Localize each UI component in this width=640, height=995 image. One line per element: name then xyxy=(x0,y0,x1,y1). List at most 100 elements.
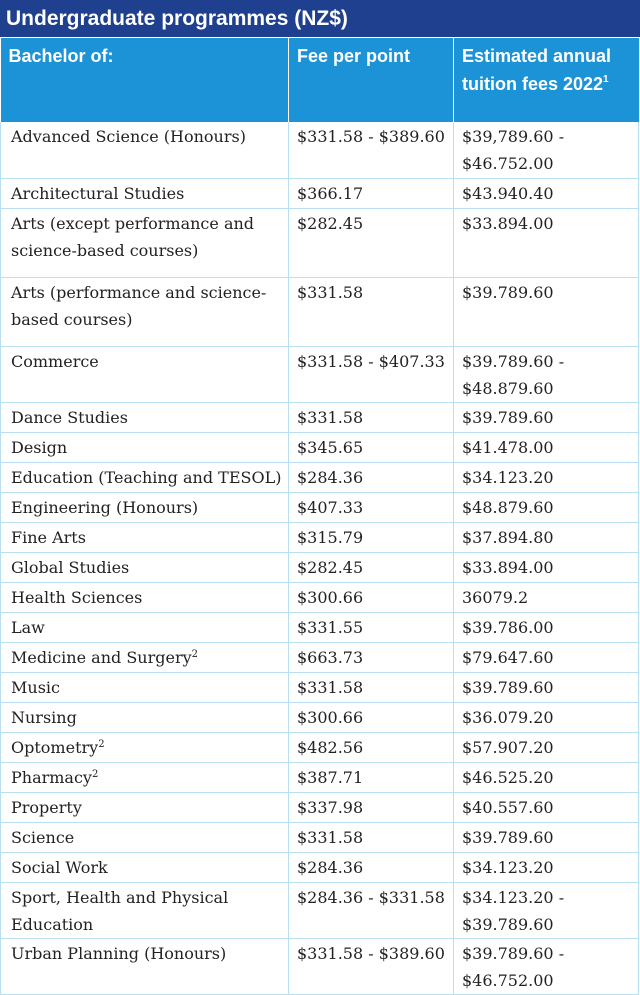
table-row: Pharmacy2 $387.71 $46.525.20 xyxy=(0,762,639,793)
header-bachelor-of: Bachelor of: xyxy=(0,38,289,122)
annual-fee-cell: $46.525.20 xyxy=(453,762,639,793)
annual-fee-cell: $39.789.60 xyxy=(453,402,639,433)
annual-fee-cell: $36.079.20 xyxy=(453,702,639,733)
fees-table: Bachelor of: Fee per point Estimated ann… xyxy=(0,38,639,995)
programme-cell: Architectural Studies xyxy=(0,178,289,209)
programme-cell: Commerce xyxy=(0,346,289,403)
programme-cell: Arts (performance and science-based cour… xyxy=(0,277,289,347)
programme-name: Pharmacy xyxy=(11,767,92,787)
annual-fee-cell: $34.123.20 - $39.789.60 xyxy=(453,882,639,939)
programme-name: Property xyxy=(11,797,82,817)
table-row: Commerce $331.58 - $407.33 $39.789.60 - $4… xyxy=(0,346,639,403)
table-row: Optometry2 $482.56 $57.907.20 xyxy=(0,732,639,763)
table-row: Nursing $300.66 $36.079.20 xyxy=(0,702,639,733)
programme-cell: Property xyxy=(0,792,289,823)
fee-per-point-cell: $331.58 xyxy=(288,822,454,853)
table-row: Arts (performance and science-based cour… xyxy=(0,277,639,347)
fee-per-point-cell: $300.66 xyxy=(288,582,454,613)
fee-per-point-cell: $300.66 xyxy=(288,702,454,733)
fee-per-point-cell: $331.58 - $389.60 xyxy=(288,938,454,995)
annual-fee-cell: $39,789.60 - $46.752.00 xyxy=(453,122,639,179)
table-row: Science $331.58 $39.789.60 xyxy=(0,822,639,853)
programme-cell: Science xyxy=(0,822,289,853)
fee-per-point-cell: $331.58 xyxy=(288,672,454,703)
programme-cell: Urban Planning (Honours) xyxy=(0,938,289,995)
table-row: Fine Arts $315.79 $37.894.80 xyxy=(0,522,639,553)
annual-fee-cell: $33.894.00 xyxy=(453,552,639,583)
footnote-marker: 1 xyxy=(603,74,609,85)
programme-cell: Law xyxy=(0,612,289,643)
fee-per-point-cell: $407.33 xyxy=(288,492,454,523)
programme-name: Education (Teaching and TESOL) xyxy=(11,467,282,487)
programme-name: Medicine and Surgery xyxy=(11,647,192,667)
fee-per-point-cell: $331.55 xyxy=(288,612,454,643)
programme-name: Arts (except performance and science-bas… xyxy=(11,213,255,260)
table-row: Urban Planning (Honours) $331.58 - $389.6… xyxy=(0,938,639,995)
table-row: Law $331.55 $39.786.00 xyxy=(0,612,639,643)
programme-cell: Fine Arts xyxy=(0,522,289,553)
table-row: Dance Studies $331.58 $39.789.60 xyxy=(0,402,639,433)
table-row: Engineering (Honours) $407.33 $48.879.60 xyxy=(0,492,639,523)
programme-cell: Music xyxy=(0,672,289,703)
programme-name: Fine Arts xyxy=(11,527,86,547)
programme-cell: Engineering (Honours) xyxy=(0,492,289,523)
table-row: Property $337.98 $40.557.60 xyxy=(0,792,639,823)
programme-cell: Arts (except performance and science-bas… xyxy=(0,208,289,278)
fee-per-point-cell: $387.71 xyxy=(288,762,454,793)
programme-name: Optometry xyxy=(11,737,99,757)
fee-per-point-cell: $331.58 - $389.60 xyxy=(288,122,454,179)
programme-cell: Dance Studies xyxy=(0,402,289,433)
programme-name: Health Sciences xyxy=(11,587,143,607)
programme-cell: Education (Teaching and TESOL) xyxy=(0,462,289,493)
fee-per-point-cell: $284.36 xyxy=(288,462,454,493)
fee-per-point-cell: $331.58 xyxy=(288,402,454,433)
programme-cell: Social Work xyxy=(0,852,289,883)
programme-cell: Sport, Health and Physical Education xyxy=(0,882,289,939)
fee-per-point-cell: $282.45 xyxy=(288,208,454,278)
table-row: Advanced Science (Honours) $331.58 - $389… xyxy=(0,122,639,179)
annual-fee-cell: $33.894.00 xyxy=(453,208,639,278)
annual-fee-cell: $39.786.00 xyxy=(453,612,639,643)
programme-name: Science xyxy=(11,827,75,847)
programme-name: Architectural Studies xyxy=(11,183,185,203)
fee-per-point-cell: $284.36 xyxy=(288,852,454,883)
fee-per-point-cell: $331.58 xyxy=(288,277,454,347)
header-fee-per-point: Fee per point xyxy=(288,38,454,122)
programme-name: Dance Studies xyxy=(11,407,128,427)
programme-name: Social Work xyxy=(11,857,108,877)
programme-cell: Nursing xyxy=(0,702,289,733)
fee-per-point-cell: $315.79 xyxy=(288,522,454,553)
programme-name: Law xyxy=(11,617,45,637)
programme-cell: Global Studies xyxy=(0,552,289,583)
programme-cell: Advanced Science (Honours) xyxy=(0,122,289,179)
footnote-marker: 2 xyxy=(191,648,199,660)
programme-name: Music xyxy=(11,677,60,697)
annual-fee-cell: $34.123.20 xyxy=(453,462,639,493)
table-row: Education (Teaching and TESOL) $284.36 $34… xyxy=(0,462,639,493)
table-title: Undergraduate programmes (NZ$) xyxy=(0,0,640,38)
annual-fee-cell: $43.940.40 xyxy=(453,178,639,209)
programme-name: Design xyxy=(11,437,68,457)
fee-per-point-cell: $482.56 xyxy=(288,732,454,763)
annual-fee-cell: $39.789.60 xyxy=(453,822,639,853)
fee-per-point-cell: $337.98 xyxy=(288,792,454,823)
fee-per-point-cell: $331.58 - $407.33 xyxy=(288,346,454,403)
annual-fee-cell: $40.557.60 xyxy=(453,792,639,823)
table-row: Social Work $284.36 $34.123.20 xyxy=(0,852,639,883)
fee-per-point-cell: $284.36 - $331.58 xyxy=(288,882,454,939)
table-row: Design $345.65 $41.478.00 xyxy=(0,432,639,463)
programme-name: Global Studies xyxy=(11,557,130,577)
programme-cell: Medicine and Surgery2 xyxy=(0,642,289,673)
programme-name: Arts (performance and science-based cour… xyxy=(11,282,267,329)
programme-cell: Optometry2 xyxy=(0,732,289,763)
annual-fee-cell: 36079.2 xyxy=(453,582,639,613)
annual-fee-cell: $37.894.80 xyxy=(453,522,639,553)
table-body: Advanced Science (Honours) $331.58 - $389… xyxy=(0,122,639,995)
annual-fee-cell: $39.789.60 xyxy=(453,672,639,703)
annual-fee-cell: $39.789.60 - $46.752.00 xyxy=(453,938,639,995)
programme-name: Urban Planning (Honours) xyxy=(11,943,227,963)
table-row: Sport, Health and Physical Education $284… xyxy=(0,882,639,939)
annual-fee-cell: $41.478.00 xyxy=(453,432,639,463)
table-header: Bachelor of: Fee per point Estimated ann… xyxy=(0,38,639,122)
